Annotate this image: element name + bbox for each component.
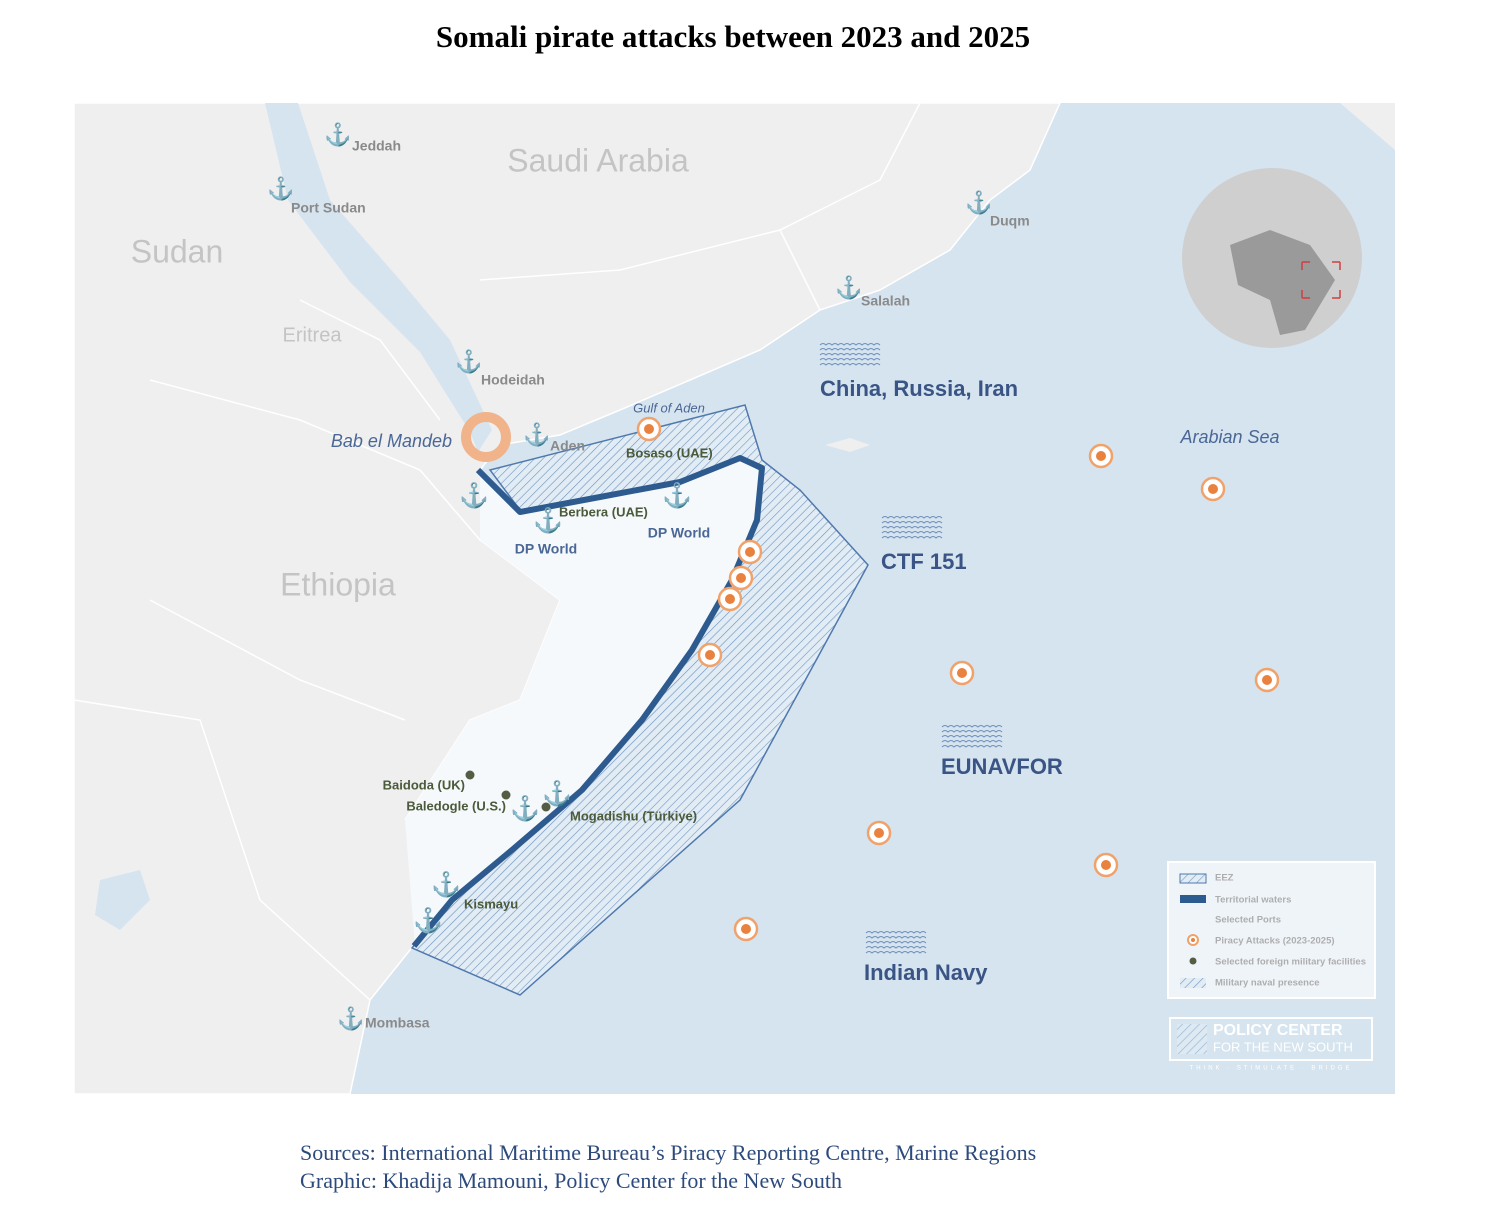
logo-subtitle: FOR THE NEW SOUTH [1213, 1039, 1353, 1054]
logo-name: POLICY CENTER [1213, 1022, 1343, 1039]
wave [865, 941, 927, 944]
port-icon: ⚓ [965, 190, 992, 215]
globe [1182, 168, 1362, 348]
source-line: Sources: International Maritime Bureau’s… [300, 1140, 1036, 1165]
port-icon: ⚓ [662, 481, 692, 509]
attack-dot [741, 924, 751, 934]
wave [941, 740, 1003, 743]
wave [819, 348, 881, 351]
navy-label: EUNAVFOR [941, 754, 1063, 779]
land-arabia-east [1340, 103, 1395, 150]
chokepoint-ring [461, 412, 511, 462]
wave [941, 730, 1003, 733]
port-icon: ⚓ [459, 481, 489, 509]
sport-label: Baidoda (UK) [383, 777, 465, 792]
wave [941, 725, 1003, 728]
somalia [405, 460, 760, 945]
source-line: Graphic: Khadija Mamouni, Policy Center … [300, 1168, 842, 1193]
red-sea [265, 103, 492, 452]
port-label: Hodeidah [481, 372, 545, 388]
wave [881, 516, 943, 519]
wave [819, 353, 881, 356]
wave [881, 526, 943, 529]
attack-dot [1096, 451, 1106, 461]
dp-label: DP World [515, 541, 578, 557]
wave [819, 343, 881, 346]
attack-dot [736, 573, 746, 583]
wave [941, 735, 1003, 738]
port-icon: ⚓ [533, 506, 563, 534]
port-icon: ⚓ [413, 906, 443, 934]
wave [881, 521, 943, 524]
facility-dot [541, 802, 551, 812]
sea-label: Gulf of Aden [633, 400, 705, 415]
port-label: Mombasa [365, 1015, 430, 1031]
logo [1169, 1017, 1373, 1061]
wave [819, 363, 881, 366]
port-label: Duqm [990, 213, 1030, 229]
attacks [636, 416, 1280, 942]
port-label: Port Sudan [291, 200, 366, 216]
sea-label: Arabian Sea [1179, 427, 1279, 447]
navy-label: Indian Navy [864, 960, 988, 985]
sport-label: Baledogle (U.S.) [406, 798, 506, 813]
attack-dot [874, 828, 884, 838]
facility-dot [465, 770, 475, 780]
port-icon: ⚓ [455, 349, 482, 374]
attack-dot [1208, 484, 1218, 494]
title: Somali pirate attacks between 2023 and 2… [436, 19, 1030, 54]
attack-dot [1101, 860, 1111, 870]
wave [865, 936, 927, 939]
port-icon: ⚓ [523, 422, 550, 447]
map [74, 103, 1395, 1094]
port-icon: ⚓ [337, 1006, 364, 1031]
sport-label: Berbera (UAE) [559, 504, 648, 519]
attack-dot [957, 668, 967, 678]
sea-label: Bab el Mandeb [331, 431, 452, 451]
navy-label: CTF 151 [881, 549, 967, 574]
country-label: Sudan [131, 233, 224, 269]
port-label: Aden [550, 438, 585, 454]
port-label: Salalah [861, 293, 910, 309]
sport-label: Kismayu [464, 896, 518, 911]
navy-label: China, Russia, Iran [820, 376, 1018, 401]
wave [865, 931, 927, 934]
wave [881, 531, 943, 534]
port-icon: ⚓ [324, 122, 351, 147]
country-label: Eritrea [283, 324, 343, 346]
port-icon: ⚓ [267, 176, 294, 201]
labels: Saudi Arabia Sudan Eritrea Ethiopia Gulf of … [131, 122, 1366, 1072]
lake [95, 870, 150, 930]
wave [819, 358, 881, 361]
port-icon: ⚓ [431, 870, 461, 898]
attack-dot [644, 424, 654, 434]
sport-label: Mogadishu (Türkiye) [570, 808, 697, 823]
island [825, 438, 870, 452]
attack-dot [725, 594, 735, 604]
wave [941, 745, 1003, 748]
port-icon: ⚓ [835, 275, 862, 300]
dp-label: DP World [648, 525, 711, 541]
port-icon: ⚓ [510, 794, 540, 822]
port-label: Jeddah [352, 138, 401, 154]
country-label: Ethiopia [280, 566, 396, 602]
wave [881, 536, 943, 539]
naval-waves [819, 343, 1003, 954]
attack-dot [1262, 675, 1272, 685]
attack-dot [745, 547, 755, 557]
country-label: Saudi Arabia [507, 142, 689, 178]
wave [865, 946, 927, 949]
logo-tagline: THINK · STIMULATE · BRIDGE [1190, 1066, 1353, 1072]
sport-label: Bosaso (UAE) [626, 445, 713, 460]
facility-dot [501, 790, 511, 800]
wave [865, 951, 927, 954]
legend [1167, 861, 1376, 999]
attack-dot [705, 650, 715, 660]
